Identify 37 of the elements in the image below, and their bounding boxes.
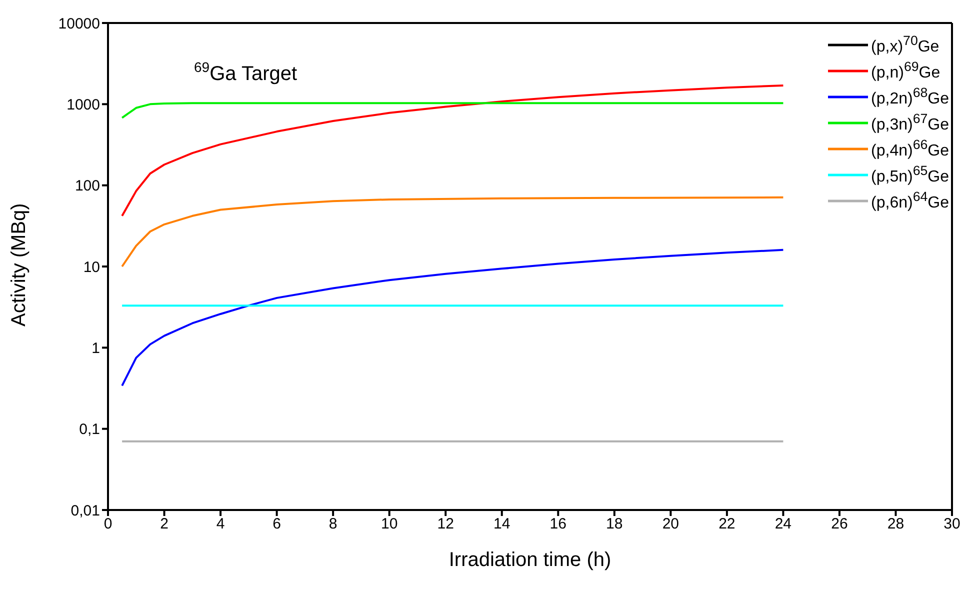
x-tick-label: 4	[216, 516, 225, 533]
x-tick-label: 8	[328, 516, 338, 533]
y-tick-label: 10000	[58, 15, 100, 32]
y-tick-label: 0,1	[79, 421, 100, 438]
line-series	[121, 102, 784, 119]
text: $^{69}$Ga Target	[194, 59, 298, 85]
legend-label: (p,x)$^{70}$Ge	[871, 33, 940, 57]
y-tick-label: 0,01	[70, 502, 100, 520]
line-series	[121, 196, 784, 268]
legend-label: (p,4n)$^{66}$Ge	[871, 137, 949, 161]
y-tick-label: 1000	[66, 96, 100, 114]
x-tick-label: 14	[494, 516, 510, 533]
line-series	[121, 248, 784, 387]
legend-label: (p,n)$^{69}$Ge	[871, 59, 940, 83]
x-tick-label: 2	[160, 516, 168, 533]
x-tick-label: 12	[437, 516, 454, 533]
legend-label: (p,5n)$^{65}$Ge	[871, 163, 949, 187]
x-tick-label: 0	[104, 516, 112, 533]
y-tick-label: 10	[83, 258, 100, 276]
x-tick-label: 6	[272, 516, 281, 533]
y-tick-label: 100	[74, 178, 100, 195]
x-tick-label: 10	[380, 516, 398, 533]
legend-label: (p,2n)$^{68}$Ge	[871, 85, 949, 109]
legend-label: (p,6n)$^{64}$Ge	[871, 189, 949, 213]
y-axis-title: Activity (MBq)	[8, 203, 30, 326]
line-series	[121, 84, 784, 217]
x-tick-label: 16	[550, 516, 566, 533]
x-tick-label: 20	[662, 516, 680, 533]
y-tick-label: 1	[92, 340, 100, 357]
x-axis-title: Irradiation time (h)	[448, 549, 612, 571]
x-tick-label: 26	[831, 516, 848, 533]
x-tick-label: 22	[718, 516, 736, 533]
x-tick-label: 24	[774, 516, 792, 533]
x-tick-label: 28	[887, 516, 904, 533]
x-tick-label: 18	[606, 516, 623, 533]
x-tick-label: 30	[944, 516, 960, 533]
legend-label: (p,3n)$^{67}$Ge	[871, 111, 949, 135]
